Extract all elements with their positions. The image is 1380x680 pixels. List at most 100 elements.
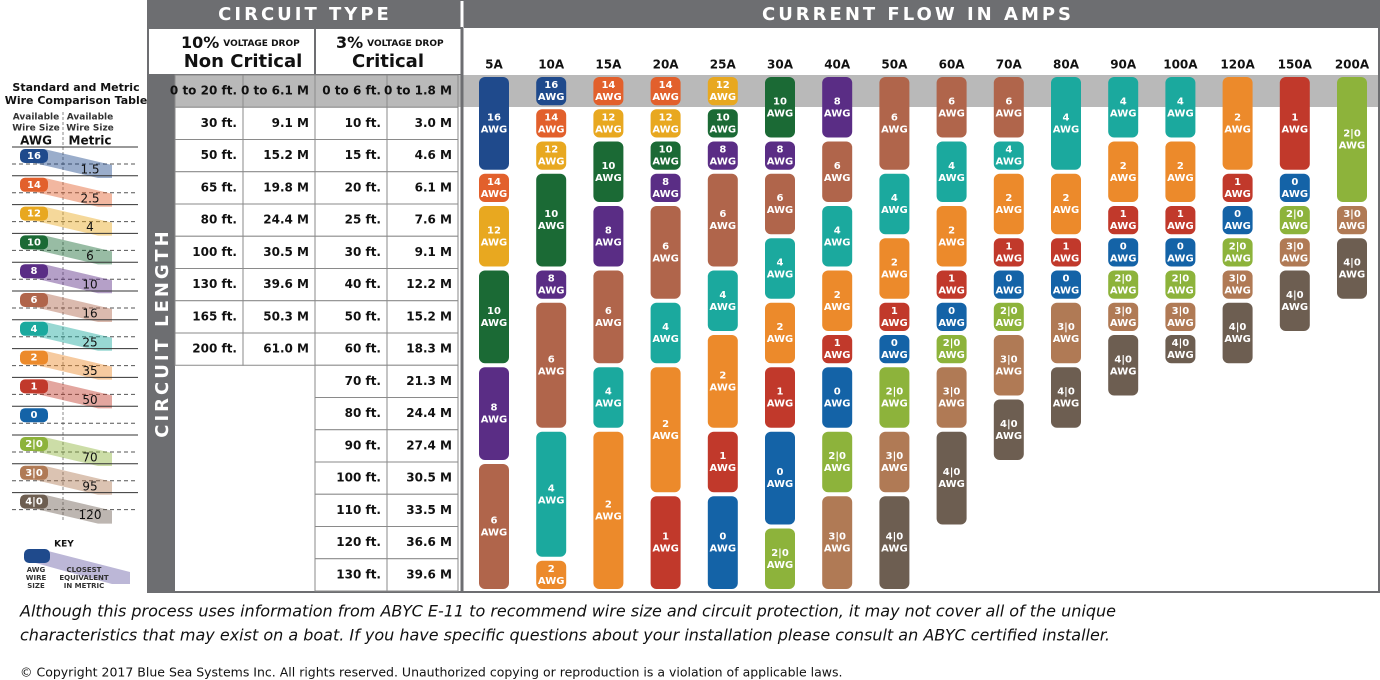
length-cell xyxy=(386,74,459,108)
wire-pill xyxy=(1051,238,1081,267)
wire-gauge: 14 xyxy=(601,80,615,91)
awg-pill xyxy=(20,350,48,365)
wire-gauge: 1 xyxy=(1063,241,1070,252)
wire-gauge: 3|0 xyxy=(1057,322,1075,333)
wire-unit: AWG xyxy=(1053,124,1080,135)
wire-unit: AWG xyxy=(710,221,737,232)
length-label: 80 ft. xyxy=(345,406,381,420)
wire-gauge: 10 xyxy=(773,96,787,107)
wire-pill xyxy=(993,302,1024,331)
wire-pill xyxy=(707,109,738,138)
wire-pill xyxy=(822,431,853,493)
wire-unit: AWG xyxy=(481,237,508,248)
wire-gauge: 4|0 xyxy=(1114,354,1132,365)
length-cell xyxy=(242,300,316,334)
length-label: 50 ft. xyxy=(201,148,237,162)
amp-label: 60A xyxy=(939,58,966,72)
wire-unit: AWG xyxy=(1282,189,1309,200)
amp-label: 80A xyxy=(1053,58,1080,72)
wire-gauge: 2 xyxy=(891,258,898,269)
length-label: 6.1 M xyxy=(415,180,452,194)
length-cell xyxy=(386,203,459,237)
wire-pill xyxy=(1108,270,1139,299)
wire-pill xyxy=(936,141,967,202)
wire-unit: AWG xyxy=(881,205,908,216)
wire-pill xyxy=(1108,302,1139,331)
wire-gauge: 4|0 xyxy=(886,532,904,543)
wire-gauge: 3|0 xyxy=(1000,354,1018,365)
wire-pill xyxy=(707,335,738,428)
wire-gauge: 4 xyxy=(891,193,898,204)
wire-pill xyxy=(479,206,509,267)
wire-unit: AWG xyxy=(1224,124,1251,135)
awg-pill xyxy=(20,149,48,163)
wire-pill xyxy=(1165,238,1196,267)
length-cell xyxy=(386,429,459,463)
metric-label: 25 xyxy=(82,335,97,349)
wire-gauge: 6 xyxy=(605,306,612,317)
wire-pill xyxy=(1051,173,1081,235)
wire-unit: AWG xyxy=(538,366,565,377)
metric-label: 4 xyxy=(86,220,94,234)
wire-pill xyxy=(650,367,681,493)
section-title: CURRENT FLOW IN AMPS xyxy=(762,4,1074,25)
wire-gauge: 14 xyxy=(487,177,501,188)
wire-gauge: 2 xyxy=(1120,161,1127,172)
drop-name: Critical xyxy=(352,51,424,72)
wire-gauge: 1 xyxy=(834,338,841,349)
wire-pill xyxy=(765,528,795,589)
wire-gauge: 0 xyxy=(834,387,841,398)
wire-unit: AWG xyxy=(595,124,622,135)
wire-pill xyxy=(650,141,681,170)
length-label: 0 to 20 ft. xyxy=(170,84,237,98)
wire-pill xyxy=(479,270,509,364)
amp-label: 90A xyxy=(1110,58,1137,72)
length-cell xyxy=(386,106,459,140)
wire-unit: AWG xyxy=(767,270,794,281)
length-cell xyxy=(242,332,316,366)
wire-unit: AWG xyxy=(652,92,679,103)
length-cell xyxy=(174,106,244,140)
wire-unit: AWG xyxy=(538,286,565,297)
awg-label: 4 xyxy=(31,324,38,335)
wire-gauge: 3|0 xyxy=(1286,241,1304,252)
wire-pill xyxy=(1108,77,1139,138)
metric-label: 95 xyxy=(82,479,97,493)
length-label: 50.3 M xyxy=(263,309,309,323)
wire-unit: AWG xyxy=(1053,286,1080,297)
length-label: 21.3 M xyxy=(406,374,452,388)
wire-gauge: 4|0 xyxy=(1286,290,1304,301)
wire-pill xyxy=(1279,270,1310,331)
wire-unit: AWG xyxy=(1282,302,1309,313)
length-cell xyxy=(386,558,459,592)
wire-unit: AWG xyxy=(481,189,508,200)
wire-unit: AWG xyxy=(824,237,851,248)
wire-gauge: 4 xyxy=(1177,96,1184,107)
wire-pill xyxy=(650,206,681,299)
wire-gauge: 8 xyxy=(662,177,669,188)
section-title: CIRCUIT TYPE xyxy=(218,4,392,25)
wire-unit: AWG xyxy=(595,173,622,184)
wire-gauge: 6 xyxy=(834,161,841,172)
wire-pill xyxy=(879,77,910,170)
metric-band xyxy=(30,177,112,207)
wire-gauge: 16 xyxy=(487,112,501,123)
wire-unit: AWG xyxy=(1110,173,1137,184)
awg-pill xyxy=(20,494,48,509)
wire-unit: AWG xyxy=(881,399,908,410)
wire-pill xyxy=(1279,173,1310,202)
wire-unit: AWG xyxy=(996,205,1023,216)
wire-gauge: 1 xyxy=(1234,177,1241,188)
length-label: 30.5 M xyxy=(406,471,452,485)
amp-label: 30A xyxy=(767,58,794,72)
wire-unit: AWG xyxy=(824,544,851,555)
wire-pill xyxy=(765,141,795,170)
wire-unit: AWG xyxy=(881,463,908,474)
wire-unit: AWG xyxy=(710,92,737,103)
awg-pill xyxy=(20,235,48,250)
wire-pill xyxy=(822,270,853,331)
wire-gauge: 4 xyxy=(719,290,726,301)
length-label: 19.8 M xyxy=(263,180,309,194)
axis-title: CIRCUIT LENGTH xyxy=(152,228,173,437)
wire-unit: AWG xyxy=(652,431,679,442)
